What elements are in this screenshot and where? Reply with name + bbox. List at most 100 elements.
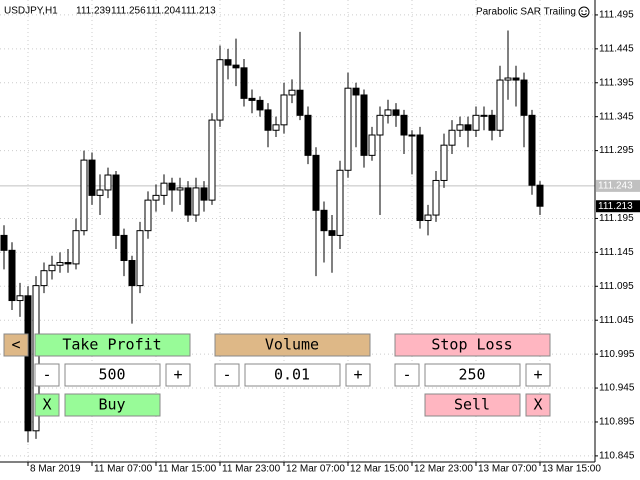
price-label-bg [596,200,640,213]
button-label: X [42,396,51,414]
x-tick-label: 11 Mar 23:00 [222,464,281,475]
candle-body [360,94,368,156]
indicator-name: Parabolic SAR Trailing [476,7,576,18]
buy-button[interactable]: Buy [64,393,161,417]
button-label: Volume [265,336,319,354]
candle-body [224,59,232,66]
y-tick-label: 111.295 [599,145,634,156]
symbol: USDJPY,H1 [4,6,58,17]
candle-body [72,230,80,265]
y-tick-label: 111.395 [599,77,634,88]
candle-body [440,144,448,181]
candle-body [432,179,440,216]
candle-body [144,199,152,232]
candle-body [176,187,184,191]
ohlc-high: 111.256 [111,6,146,17]
x-tick-label: 8 Mar 2019 [30,464,81,475]
candle-body [496,79,504,131]
candle-body [160,182,168,196]
sl-input[interactable]: 250 [424,363,521,387]
vol-minus[interactable]: - [214,363,240,387]
tp-input[interactable]: 500 [64,363,161,387]
candle-body [240,67,248,99]
candle-body [80,159,88,232]
y-tick-label: 111.045 [599,315,634,326]
y-tick-label: 111.495 [599,10,634,21]
candle-body [288,89,296,96]
x-tick-label: 12 Mar 23:00 [414,464,473,475]
candle-body [104,174,112,191]
smiley-icon [578,6,590,18]
candle-body [376,114,384,136]
ohlc-close: 111.213 [181,6,216,17]
candle-body [304,114,312,156]
x-tick-label: 11 Mar 07:00 [94,464,153,475]
ohlc-open: 111.239 [76,6,111,17]
candle-body [192,187,200,216]
tp-close[interactable]: X [34,393,60,417]
vol-input[interactable]: 0.01 [244,363,341,387]
candle-body [96,189,104,196]
candle-body [16,295,24,302]
x-tick-label: 12 Mar 07:00 [286,464,345,475]
vol-plus[interactable]: + [345,363,371,387]
candle-body [56,262,64,266]
candle-body [512,77,520,81]
y-tick-label: 111.145 [599,247,634,258]
button-label: + [173,366,182,384]
x-tick-label: 13 Mar 15:00 [542,464,601,475]
candle-body [184,187,192,216]
candle-body [208,119,216,201]
x-tick-label: 11 Mar 15:00 [158,464,217,475]
candle-body [320,209,328,232]
candle-body [480,114,488,117]
sl-close[interactable]: X [525,393,551,417]
candle-body [392,109,400,116]
stop-loss-button[interactable]: Stop Loss [394,333,551,357]
candle-body [520,79,528,116]
candle-body [64,262,72,265]
candle-body [0,234,8,251]
toggle-button[interactable]: < [3,333,29,357]
y-tick-label: 110.945 [599,383,635,394]
candle-body [136,230,144,287]
volume-button[interactable]: Volume [214,333,371,357]
candle-body [352,87,360,96]
candle-body [336,169,344,236]
sl-plus[interactable]: + [525,363,551,387]
sell-button[interactable]: Sell [424,393,521,417]
button-label: Stop Loss [431,336,512,354]
candle-body [272,124,280,131]
sl-minus[interactable]: - [394,363,420,387]
candle-body [280,94,288,126]
candle-body [424,214,432,221]
price-label-bg [596,179,640,192]
candle-body [368,134,376,156]
candle-body [536,184,544,207]
candle-body [328,230,336,236]
candle-body [384,109,392,116]
button-label: Buy [98,396,125,414]
tp-plus[interactable]: + [165,363,191,387]
candle-body [40,270,48,287]
candle-body [256,99,264,111]
candle-body [472,114,480,131]
candle-body [416,134,424,221]
y-tick-label: 111.345 [599,111,634,122]
button-label: Take Profit [62,336,161,354]
button-label: + [353,366,362,384]
y-tick-label: 111.095 [599,281,634,292]
candle-body [32,285,40,432]
input-value: 500 [98,366,125,384]
take-profit-button[interactable]: Take Profit [34,333,191,357]
x-tick-label: 13 Mar 07:00 [478,464,537,475]
tp-minus[interactable]: - [34,363,60,387]
candle-body [88,159,96,196]
y-tick-label: 111.195 [599,213,634,224]
button-label: + [533,366,542,384]
button-label: Sell [454,396,490,414]
candle-body [48,264,56,272]
button-label: - [42,366,51,384]
